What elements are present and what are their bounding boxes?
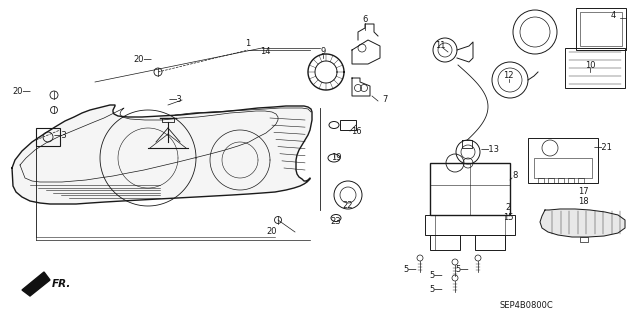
Text: SEP4B0800C: SEP4B0800C (500, 300, 554, 309)
Bar (558, 178, 564, 183)
Text: —21: —21 (593, 143, 612, 152)
Polygon shape (12, 105, 312, 204)
Text: 19: 19 (331, 152, 341, 161)
Text: 20: 20 (267, 227, 277, 236)
Text: —3: —3 (53, 131, 67, 140)
Text: 5—: 5— (429, 271, 443, 280)
Text: 4: 4 (611, 11, 616, 20)
Text: 15: 15 (503, 213, 513, 222)
Bar (578, 178, 584, 183)
Text: FR.: FR. (52, 279, 72, 289)
Polygon shape (540, 209, 625, 237)
Text: 23: 23 (331, 218, 341, 226)
Bar (36, 128, 60, 146)
Text: 5—: 5— (455, 265, 469, 275)
Bar (425, 215, 515, 235)
Bar (548, 178, 554, 183)
Bar (568, 178, 574, 183)
Text: 11: 11 (435, 41, 445, 49)
Text: 16: 16 (351, 127, 362, 136)
Text: 17: 17 (578, 188, 588, 197)
Text: 5—: 5— (429, 286, 443, 294)
Text: 5—: 5— (403, 265, 417, 275)
Text: —3: —3 (168, 95, 182, 105)
Text: 7: 7 (382, 95, 388, 105)
Text: 1: 1 (245, 39, 251, 48)
Text: 10: 10 (585, 61, 595, 70)
Text: 20—: 20— (134, 56, 152, 64)
Text: 9: 9 (321, 48, 326, 56)
Text: 20—: 20— (13, 87, 31, 97)
Text: 14: 14 (260, 47, 270, 56)
Bar (430, 163, 510, 215)
Bar (580, 237, 588, 242)
Bar (340, 120, 356, 130)
Text: 22: 22 (343, 201, 353, 210)
Bar (576, 8, 626, 50)
Text: 18: 18 (578, 197, 588, 206)
Bar (565, 48, 625, 88)
Text: 8: 8 (512, 170, 518, 180)
Text: 12: 12 (503, 71, 513, 80)
Bar (430, 235, 460, 250)
Bar (534, 158, 592, 178)
Polygon shape (22, 272, 50, 296)
Text: 2: 2 (506, 204, 511, 212)
Text: —13: —13 (481, 145, 499, 154)
Bar (475, 235, 505, 250)
Text: 6: 6 (362, 16, 368, 25)
Bar (528, 138, 598, 183)
Bar (580, 12, 622, 46)
Bar (538, 178, 544, 183)
